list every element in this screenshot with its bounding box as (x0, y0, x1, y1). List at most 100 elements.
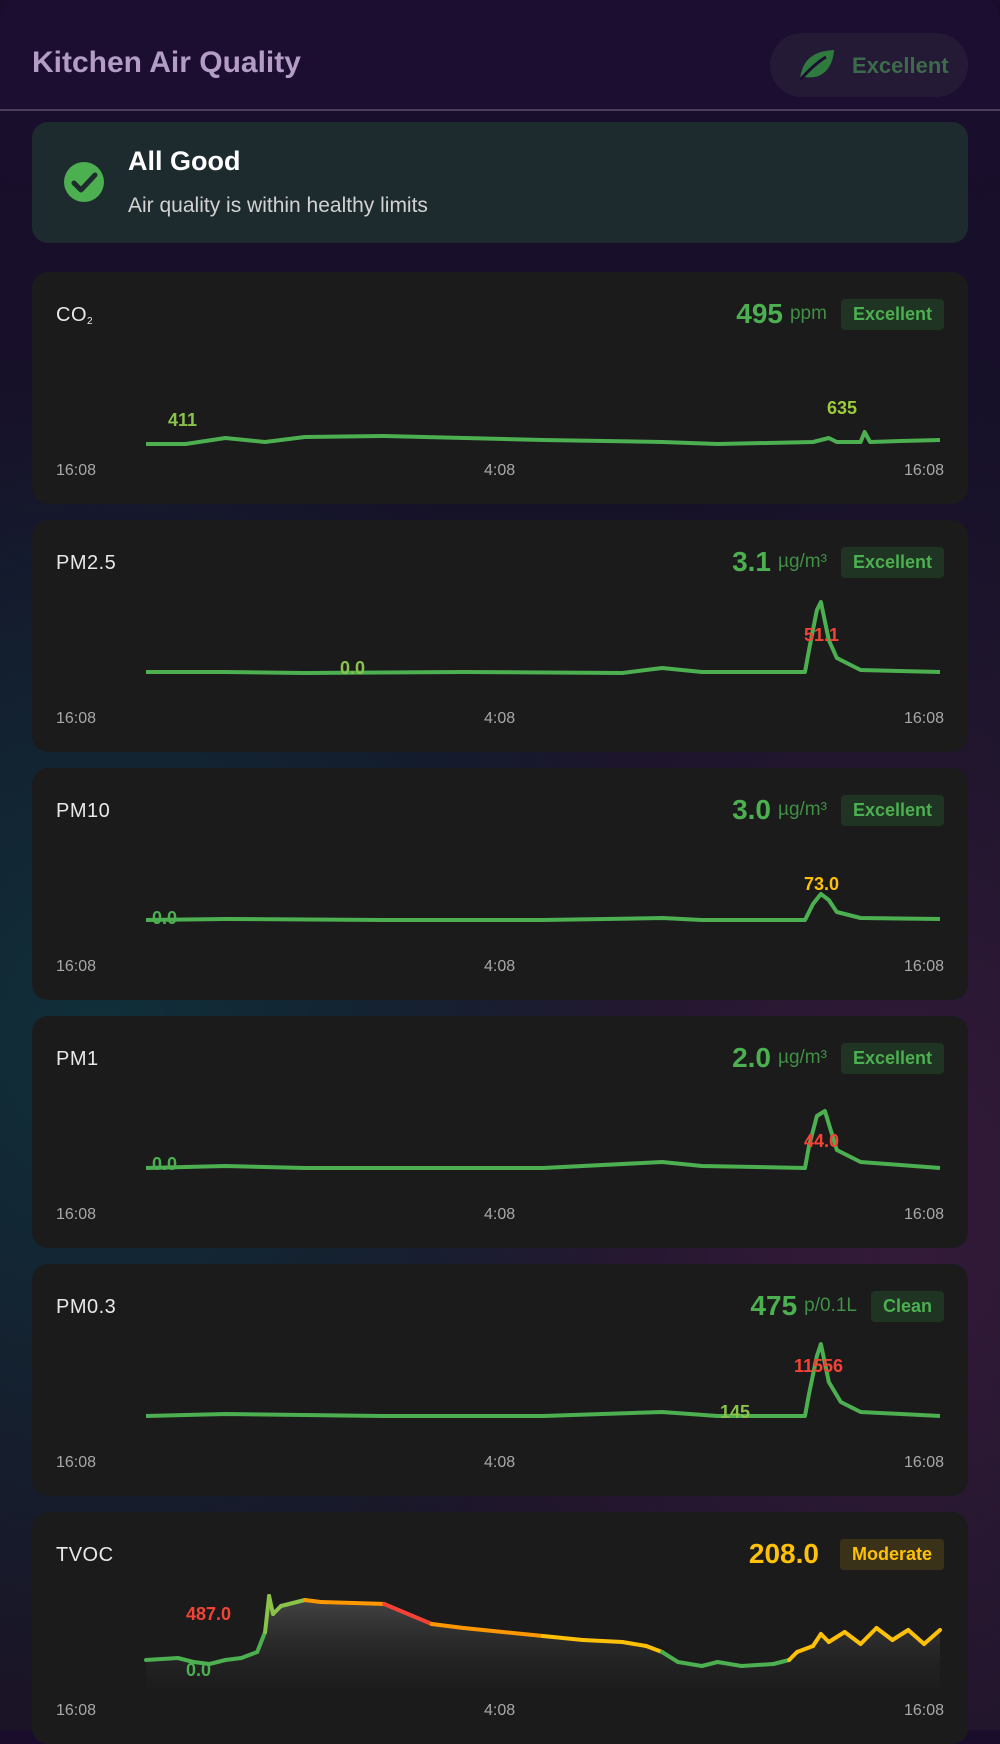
sparkline-segment (890, 1628, 911, 1642)
min-label: 145 (720, 1402, 751, 1422)
sensor-readout: 2.0 µg/m³ Excellent (732, 1042, 944, 1074)
sparkline-segment (461, 1626, 545, 1638)
sparkline-chart (146, 430, 941, 446)
sparkline-chart (145, 892, 941, 922)
min-label: 0.0 (340, 658, 366, 678)
sparkline-segment (191, 1660, 212, 1666)
time-tick-end: 16:08 (903, 462, 944, 479)
sensor-unit: µg/m³ (778, 1047, 827, 1068)
status-badge: Excellent (840, 298, 944, 330)
sensor-card-co2[interactable]: CO2 495 ppm Excellent 411 635 16:08 4:08… (32, 272, 968, 504)
min-label: 0.0 (152, 1154, 178, 1174)
leaf-icon (798, 50, 834, 81)
sparkline-chart (145, 1109, 941, 1170)
sparkline-chart (145, 1342, 941, 1418)
min-label: 0.0 (152, 908, 178, 928)
sparkline-segment (318, 1600, 387, 1606)
sparkline-line (145, 1342, 941, 1418)
min-label: 0.0 (186, 1660, 212, 1680)
max-label: 635 (827, 398, 858, 418)
sparkline-segment (811, 1632, 823, 1648)
status-badge: Excellent (840, 1042, 944, 1074)
overall-status-badge[interactable]: Excellent (770, 33, 968, 97)
sensor-label: PM10 (56, 800, 111, 822)
sparkline-segment (175, 1656, 196, 1664)
time-tick-mid: 4:08 (484, 462, 516, 479)
sparkline-segment (660, 1650, 680, 1664)
sparkline-line (146, 430, 941, 446)
status-alert: All Good Air quality is within healthy l… (32, 122, 968, 243)
time-tick-end: 16:08 (903, 1454, 944, 1471)
sensor-unit: µg/m³ (778, 551, 827, 572)
sparkline-segment (267, 1594, 275, 1616)
sensor-card-pm10[interactable]: PM10 3.0 µg/m³ Excellent 0.0 73.0 16:08 … (32, 768, 968, 1000)
sparkline-segment (676, 1660, 704, 1668)
sparkline-segment (541, 1634, 585, 1642)
status-badge: Excellent (840, 794, 944, 826)
sparkline-segment (223, 1656, 244, 1662)
sensor-unit: p/0.1L (804, 1295, 857, 1316)
sparkline-segment (620, 1640, 649, 1648)
time-tick-start: 16:08 (56, 710, 97, 727)
sparkline-segment (739, 1662, 776, 1668)
time-tick-mid: 4:08 (484, 958, 516, 975)
alert-title: All Good (128, 146, 241, 176)
sparkline-segment (922, 1628, 942, 1646)
time-tick-start: 16:08 (56, 1702, 97, 1719)
time-tick-mid: 4:08 (484, 710, 516, 727)
status-badge: Clean (870, 1290, 944, 1322)
status-badge: Excellent (840, 546, 944, 578)
sensor-value: 2.0 (732, 1042, 771, 1073)
sparkline-line (145, 892, 941, 922)
time-tick-start: 16:08 (56, 1206, 97, 1223)
sensor-card-pm03[interactable]: PM0.3 475 p/0.1L Clean 145 11556 16:08 4… (32, 1264, 968, 1496)
time-tick-end: 16:08 (903, 1206, 944, 1223)
sparkline-segment (826, 1630, 847, 1644)
sparkline-area (146, 1596, 940, 1688)
time-tick-end: 16:08 (903, 710, 944, 727)
sensor-value: 3.0 (732, 794, 771, 825)
time-tick-start: 16:08 (56, 462, 97, 479)
time-tick-mid: 4:08 (484, 1702, 516, 1719)
max-label: 487.0 (186, 1604, 232, 1624)
sensor-unit: ppm (789, 303, 827, 324)
sparkline-segment (279, 1598, 307, 1608)
sparkline-segment (699, 1660, 720, 1668)
sensor-label: PM2.5 (56, 552, 117, 574)
overall-status-label: Excellent (852, 53, 949, 78)
sparkline-segment (255, 1630, 268, 1654)
sensor-unit: µg/m³ (778, 799, 827, 820)
sensor-value: 495 (736, 298, 783, 329)
sparkline-segment (874, 1626, 895, 1642)
sensor-value: 208.0 (748, 1538, 819, 1569)
sparkline-segment (795, 1644, 815, 1654)
max-label: 73.0 (804, 874, 840, 894)
sensor-readout: 3.0 µg/m³ Excellent (732, 794, 944, 826)
sensor-value: 475 (750, 1290, 798, 1321)
max-label: 44.0 (804, 1131, 840, 1151)
sensor-card-pm1[interactable]: PM1 2.0 µg/m³ Excellent 0.0 44.0 16:08 4… (32, 1016, 968, 1248)
sensor-value: 3.1 (732, 546, 771, 577)
status-badge: Moderate (839, 1538, 944, 1570)
sparkline-segment (906, 1628, 927, 1646)
sensor-readout: 3.1 µg/m³ Excellent (732, 546, 944, 578)
sensor-readout: 208.0 Moderate (749, 1538, 944, 1570)
time-tick-mid: 4:08 (484, 1206, 516, 1223)
sparkline-line (144, 1594, 942, 1668)
sparkline-segment (207, 1658, 228, 1666)
min-label: 411 (168, 410, 198, 430)
sparkline-segment (429, 1622, 466, 1630)
max-label: 51.1 (804, 625, 840, 645)
app-header: Kitchen Air Quality Excellent (0, 0, 1000, 111)
sensor-card-pm25[interactable]: PM2.5 3.1 µg/m³ Excellent 0.0 51.1 16:08… (32, 520, 968, 752)
sparkline-chart (144, 1594, 942, 1688)
time-tick-mid: 4:08 (484, 1454, 516, 1471)
sparkline-segment (144, 1656, 180, 1662)
sparkline-line (146, 600, 941, 675)
sensor-readout: 475 p/0.1L Clean (750, 1290, 944, 1322)
sparkline-segment (715, 1660, 744, 1668)
sensor-card-tvoc[interactable]: TVOC 208.0 Moderate 487.0 0.0 16:08 4:08… (32, 1512, 968, 1744)
sensor-label: PM0.3 (56, 1296, 117, 1318)
sparkline-chart (146, 600, 941, 675)
sparkline-segment (302, 1598, 323, 1604)
